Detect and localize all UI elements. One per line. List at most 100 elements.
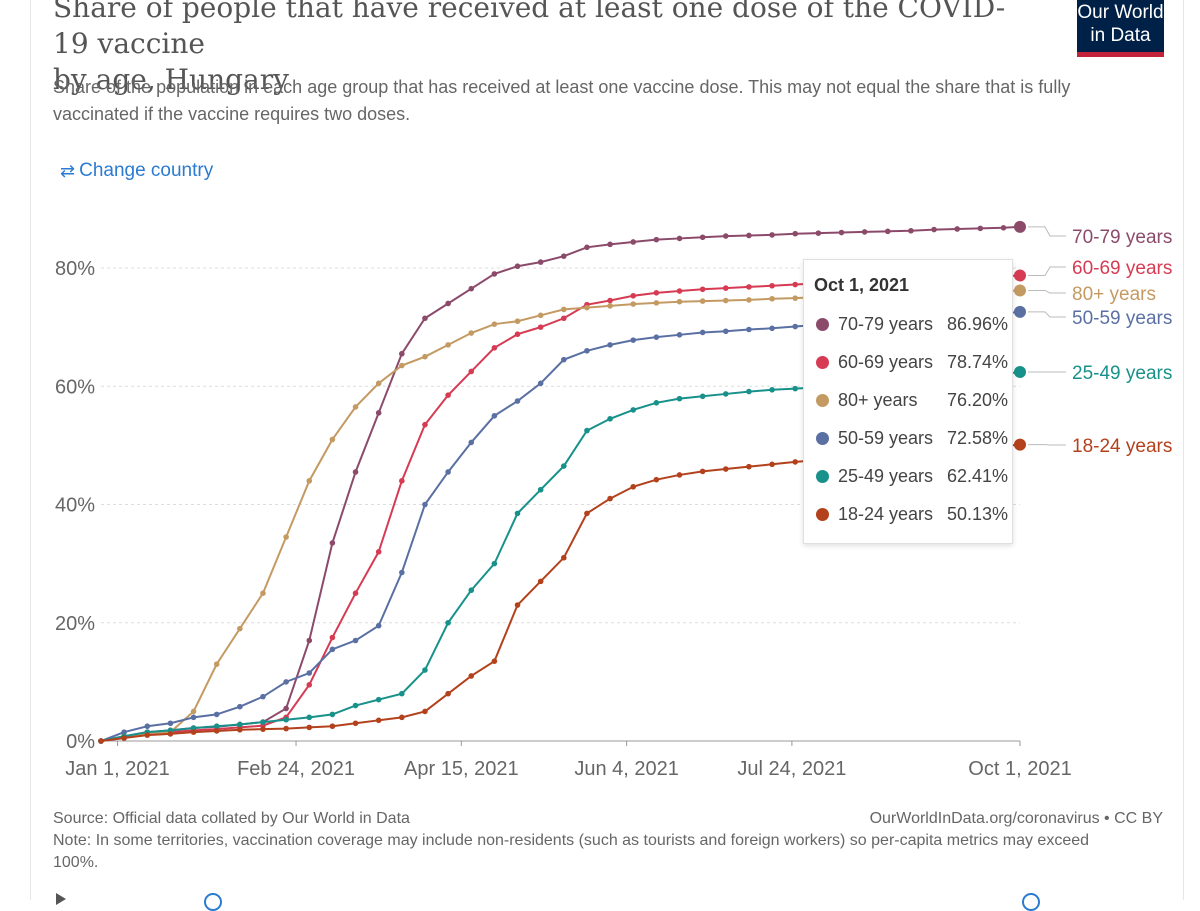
data-point bbox=[237, 722, 243, 728]
timeline-end-handle[interactable] bbox=[1022, 893, 1040, 911]
data-point bbox=[792, 324, 798, 330]
data-point bbox=[792, 459, 798, 465]
x-tick-label: Feb 24, 2021 bbox=[237, 758, 355, 780]
data-point bbox=[353, 404, 359, 410]
data-point bbox=[1014, 306, 1026, 318]
data-point bbox=[607, 496, 613, 502]
x-tick-label: Jul 24, 2021 bbox=[737, 758, 846, 780]
data-point bbox=[723, 391, 729, 397]
data-point bbox=[746, 284, 752, 290]
data-point bbox=[931, 227, 937, 233]
data-point bbox=[654, 400, 660, 406]
data-point bbox=[399, 570, 405, 576]
data-point bbox=[492, 413, 498, 419]
data-point bbox=[630, 301, 636, 307]
data-point bbox=[561, 315, 567, 321]
tooltip-series-value: 86.96% bbox=[946, 314, 1008, 335]
data-point bbox=[399, 363, 405, 369]
data-point bbox=[769, 387, 775, 393]
data-point bbox=[515, 602, 521, 608]
data-point bbox=[561, 463, 567, 469]
data-point bbox=[538, 259, 544, 265]
data-point bbox=[885, 229, 891, 235]
data-point bbox=[306, 725, 312, 731]
data-point bbox=[654, 290, 660, 296]
data-point bbox=[561, 253, 567, 259]
data-point bbox=[1014, 439, 1026, 451]
data-point bbox=[376, 380, 382, 386]
data-point bbox=[607, 416, 613, 422]
data-point bbox=[306, 478, 312, 484]
tooltip-series-name: 80+ years bbox=[838, 390, 946, 411]
data-point bbox=[654, 300, 660, 306]
data-point bbox=[630, 407, 636, 413]
data-point bbox=[260, 694, 266, 700]
leader-line bbox=[1028, 312, 1066, 317]
leader-line bbox=[1028, 227, 1066, 236]
data-point bbox=[677, 299, 683, 305]
data-point bbox=[283, 717, 289, 723]
data-point bbox=[700, 469, 706, 475]
note-line1: Note: In some territories, vaccination c… bbox=[53, 830, 1163, 852]
data-point bbox=[214, 661, 220, 667]
data-point bbox=[677, 236, 683, 242]
data-point bbox=[376, 410, 382, 416]
data-point bbox=[723, 233, 729, 239]
x-tick-label: Jan 1, 2021 bbox=[65, 758, 170, 780]
series-color-dot bbox=[816, 356, 829, 369]
tooltip-series-name: 60-69 years bbox=[838, 352, 946, 373]
data-point bbox=[839, 230, 845, 236]
data-point bbox=[584, 428, 590, 434]
data-point bbox=[978, 226, 984, 232]
data-point bbox=[422, 667, 428, 673]
data-point bbox=[769, 326, 775, 332]
series-color-dot bbox=[816, 394, 829, 407]
timeline-start-handle[interactable] bbox=[204, 893, 222, 911]
x-tick-label: Jun 4, 2021 bbox=[574, 758, 679, 780]
data-point bbox=[144, 732, 150, 738]
data-point bbox=[654, 237, 660, 243]
data-point bbox=[677, 332, 683, 338]
data-point bbox=[468, 330, 474, 336]
source-link[interactable]: OurWorldInData.org/coronavirus • CC BY bbox=[870, 808, 1163, 830]
data-point bbox=[816, 230, 822, 236]
data-point bbox=[445, 301, 451, 307]
leader-line bbox=[1028, 267, 1066, 275]
tooltip-series-name: 25-49 years bbox=[838, 466, 946, 487]
data-point bbox=[630, 293, 636, 299]
series-end-label: 25-49 years bbox=[1072, 363, 1172, 384]
series-end-label: 18-24 years bbox=[1072, 436, 1172, 457]
data-point bbox=[422, 422, 428, 428]
data-point bbox=[769, 283, 775, 289]
data-point bbox=[723, 285, 729, 291]
data-point bbox=[468, 587, 474, 593]
data-point bbox=[330, 437, 336, 443]
play-icon[interactable] bbox=[56, 893, 66, 905]
data-point bbox=[908, 228, 914, 234]
tooltip-series-name: 18-24 years bbox=[838, 504, 946, 525]
data-point bbox=[283, 706, 289, 712]
data-point bbox=[330, 635, 336, 641]
data-point bbox=[399, 478, 405, 484]
leader-line bbox=[1028, 290, 1066, 293]
data-point bbox=[792, 282, 798, 288]
data-point bbox=[792, 386, 798, 392]
data-point bbox=[515, 511, 521, 517]
data-point bbox=[954, 226, 960, 232]
data-point bbox=[353, 720, 359, 726]
data-point bbox=[700, 234, 706, 240]
data-point bbox=[538, 324, 544, 330]
data-point bbox=[769, 461, 775, 467]
data-point bbox=[306, 715, 312, 721]
data-point bbox=[630, 337, 636, 343]
data-point bbox=[468, 673, 474, 679]
tooltip-series-name: 70-79 years bbox=[838, 314, 946, 335]
data-point bbox=[769, 232, 775, 238]
data-point bbox=[98, 738, 104, 744]
data-point bbox=[538, 579, 544, 585]
data-point bbox=[121, 735, 127, 741]
series-end-label: 70-79 years bbox=[1072, 227, 1172, 248]
